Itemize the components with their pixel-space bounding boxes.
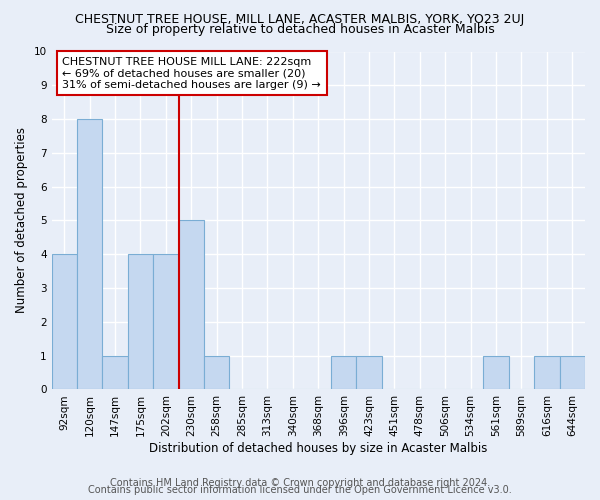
Bar xyxy=(103,356,128,390)
Bar xyxy=(204,356,229,390)
Text: CHESTNUT TREE HOUSE, MILL LANE, ACASTER MALBIS, YORK, YO23 2UJ: CHESTNUT TREE HOUSE, MILL LANE, ACASTER … xyxy=(76,12,524,26)
Bar xyxy=(179,220,204,390)
Bar xyxy=(128,254,153,390)
Bar xyxy=(77,119,103,390)
Bar xyxy=(560,356,585,390)
Bar xyxy=(331,356,356,390)
Bar xyxy=(153,254,179,390)
Text: CHESTNUT TREE HOUSE MILL LANE: 222sqm
← 69% of detached houses are smaller (20)
: CHESTNUT TREE HOUSE MILL LANE: 222sqm ← … xyxy=(62,56,321,90)
X-axis label: Distribution of detached houses by size in Acaster Malbis: Distribution of detached houses by size … xyxy=(149,442,487,455)
Y-axis label: Number of detached properties: Number of detached properties xyxy=(15,128,28,314)
Text: Size of property relative to detached houses in Acaster Malbis: Size of property relative to detached ho… xyxy=(106,22,494,36)
Bar xyxy=(52,254,77,390)
Text: Contains HM Land Registry data © Crown copyright and database right 2024.: Contains HM Land Registry data © Crown c… xyxy=(110,478,490,488)
Bar xyxy=(484,356,509,390)
Bar xyxy=(534,356,560,390)
Bar xyxy=(356,356,382,390)
Text: Contains public sector information licensed under the Open Government Licence v3: Contains public sector information licen… xyxy=(88,485,512,495)
